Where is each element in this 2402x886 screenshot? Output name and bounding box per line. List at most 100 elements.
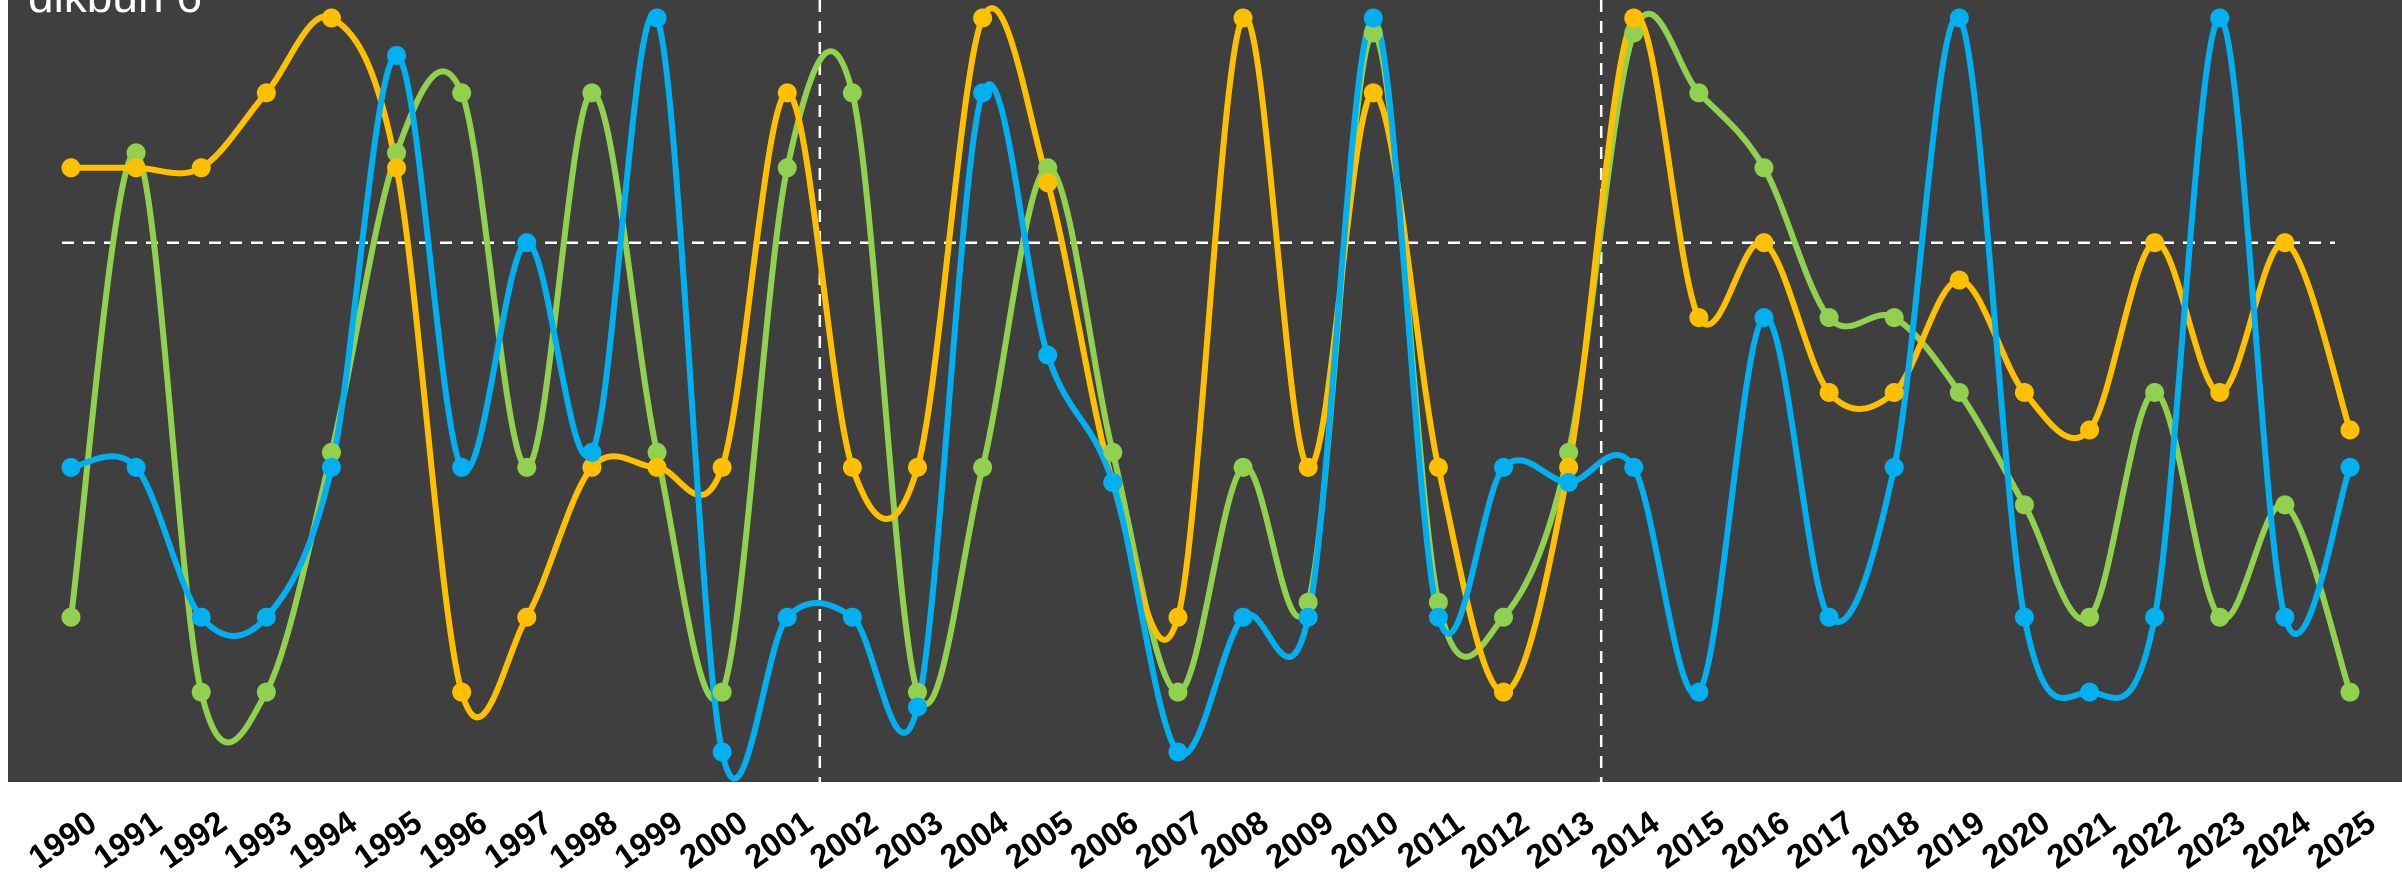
series-green-point-2011 (1428, 592, 1448, 612)
chart-title: dikbun 6 (28, 0, 202, 22)
series-yellow-point-2015 (1689, 308, 1709, 328)
x-tick-label-2001: 2001 (738, 803, 819, 875)
series-yellow-line (68, 5, 2353, 721)
series-green-point-2014 (1624, 23, 1644, 43)
x-tick-label-1991: 1991 (87, 803, 168, 875)
series-blue-point-2010 (1363, 8, 1383, 28)
series-blue-point-2002 (842, 607, 862, 627)
x-tick-label-2020: 2020 (1975, 803, 2056, 875)
series-blue-point-1992 (191, 607, 211, 627)
x-tick-label-2009: 2009 (1259, 803, 1340, 875)
series-yellow-point-2000 (712, 457, 732, 477)
series-yellow-point-1997 (517, 607, 537, 627)
series-yellow-point-2002 (842, 457, 862, 477)
series-green-point-1998 (582, 83, 602, 103)
x-tick-label-2011: 2011 (1390, 803, 1470, 874)
series-blue-point-2005 (1038, 345, 1058, 365)
series-blue-point-2001 (777, 607, 797, 627)
x-tick-label-2002: 2002 (803, 803, 884, 875)
series-green-point-1994 (321, 442, 341, 462)
series-yellow-point-1993 (256, 83, 276, 103)
series-blue-line (68, 11, 2353, 782)
series-blue-point-2022 (2145, 607, 2165, 627)
series-blue-point-1998 (582, 442, 602, 462)
series-yellow-point-1991 (126, 158, 146, 178)
series-blue-point-1994 (321, 457, 341, 477)
x-tick-label-2000: 2000 (673, 803, 754, 875)
series-blue-point-2019 (1949, 8, 1969, 28)
x-tick-label-2013: 2013 (1519, 803, 1600, 875)
series-yellow-point-2019 (1949, 270, 1969, 290)
x-tick-label-2006: 2006 (1063, 803, 1144, 875)
series-yellow-point-2004 (973, 8, 993, 28)
x-tick-label-2016: 2016 (1714, 803, 1795, 875)
series-blue-point-2008 (1233, 607, 1253, 627)
series-yellow-point-2005 (1038, 173, 1058, 193)
series-blue-point-2011 (1428, 607, 1448, 627)
series-yellow-point-2020 (2014, 383, 2034, 402)
series-yellow-point-2017 (1819, 383, 1839, 402)
series-blue-point-2004 (973, 83, 993, 103)
x-tick-label-2014: 2014 (1584, 803, 1666, 876)
series-yellow-point-2016 (1754, 233, 1774, 253)
series-yellow-point-1999 (647, 457, 667, 477)
series-green-point-2018 (1884, 308, 1904, 328)
series-blue-point-1996 (452, 457, 472, 477)
series-green-point-2008 (1233, 457, 1253, 477)
series-green-point-2000 (712, 682, 732, 702)
x-tick-label-1994: 1994 (282, 803, 364, 876)
x-tick-label-1998: 1998 (542, 803, 623, 875)
series-green-point-2021 (2080, 607, 2100, 627)
series-yellow-point-2021 (2080, 420, 2100, 440)
series-yellow-point-2010 (1363, 83, 1383, 103)
series-green-point-2015 (1689, 83, 1709, 103)
series-blue-point-2025 (2340, 457, 2360, 477)
series-blue-point-2012 (1494, 457, 1514, 477)
x-tick-label-2015: 2015 (1649, 803, 1730, 875)
series-yellow-point-2024 (2275, 233, 2295, 253)
series-blue-point-2000 (712, 742, 732, 762)
series-yellow-point-2022 (2145, 233, 2165, 253)
x-tick-label-2008: 2008 (1193, 803, 1274, 875)
series-green-point-2019 (1949, 383, 1969, 402)
series-blue-point-2021 (2080, 682, 2100, 702)
series-green-point-1997 (517, 457, 537, 477)
series-green-point-2012 (1494, 607, 1514, 627)
x-tick-label-2019: 2019 (1910, 803, 1991, 875)
x-tick-label-2023: 2023 (2170, 803, 2251, 875)
x-tick-label-2024: 2024 (2235, 803, 2317, 876)
series-green-point-1991 (126, 143, 146, 163)
series-yellow-point-2011 (1428, 457, 1448, 477)
series-green-point-2013 (1559, 442, 1579, 462)
x-tick-label-2018: 2018 (1845, 803, 1926, 875)
series-blue-point-2023 (2210, 8, 2230, 28)
series-green-point-2009 (1298, 592, 1318, 612)
series-blue-point-2009 (1298, 607, 1318, 627)
x-tick-label-2004: 2004 (933, 803, 1015, 876)
series-green-point-2003 (907, 682, 927, 702)
x-tick-label-1996: 1996 (412, 803, 493, 875)
series-green-point-2002 (842, 83, 862, 103)
series-blue-point-2016 (1754, 308, 1774, 328)
series-blue-point-2007 (1168, 742, 1188, 762)
series-yellow-point-2013 (1559, 457, 1579, 477)
series-yellow-point-2018 (1884, 383, 1904, 402)
series-yellow-point-2001 (777, 83, 797, 103)
series-blue-point-1997 (517, 233, 537, 253)
series-blue-point-2014 (1624, 457, 1644, 477)
series-green-point-1996 (452, 83, 472, 103)
series-blue-point-2017 (1819, 607, 1839, 627)
series-green-point-2006 (1103, 442, 1123, 462)
x-tick-label-2025: 2025 (2300, 803, 2381, 875)
series-yellow-point-1996 (452, 682, 472, 702)
series-yellow-point-2023 (2210, 383, 2230, 402)
x-tick-label-2005: 2005 (998, 803, 1079, 875)
series-yellow-point-1994 (321, 8, 341, 28)
series-yellow-point-2007 (1168, 607, 1188, 627)
series-green-point-2017 (1819, 308, 1839, 328)
series-green-point-1995 (387, 143, 407, 163)
reference-lines (62, 0, 2335, 782)
series-blue-point-2013 (1559, 472, 1579, 492)
